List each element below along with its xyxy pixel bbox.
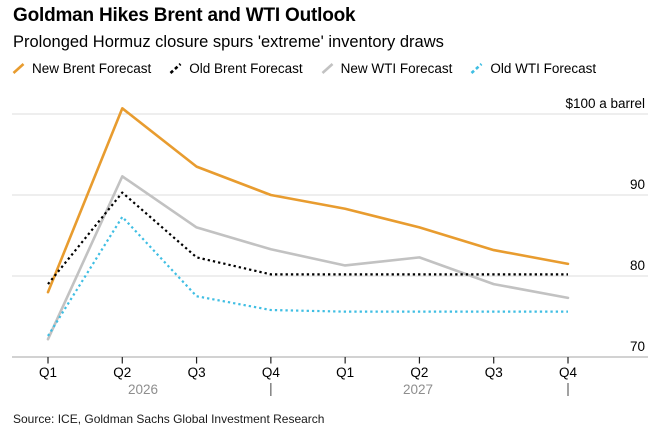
old-wti-forecast-swatch-icon xyxy=(470,63,483,74)
legend-item-label: Old WTI Forecast xyxy=(490,61,597,76)
legend-item-new-wti-forecast: New WTI Forecast xyxy=(320,61,453,76)
y-axis-label: 90 xyxy=(630,177,645,192)
x-axis-label: Q4 xyxy=(262,365,281,380)
y-axis-label: 80 xyxy=(630,258,645,273)
series-line-new-wti-forecast xyxy=(46,175,570,341)
y-axis-label: 70 xyxy=(630,339,645,354)
legend-item-label: New WTI Forecast xyxy=(340,61,453,76)
legend-item-old-wti-forecast: Old WTI Forecast xyxy=(469,61,596,76)
legend-item-old-brent-forecast: Old Brent Forecast xyxy=(168,61,303,76)
old-brent-forecast-swatch-icon xyxy=(169,63,182,74)
page-title: Goldman Hikes Brent and WTI Outlook xyxy=(13,5,356,26)
year-label: 2027 xyxy=(403,382,433,397)
forecast-chart: $100 a barrel 90 80 70 Q1 Q2 Q3 Q4 Q1 Q2 Q3 Q4 2026 2… xyxy=(12,96,648,397)
series-line-new-brent-forecast xyxy=(46,107,570,294)
x-axis-label: Q1 xyxy=(39,365,57,380)
year-label: 2026 xyxy=(128,382,158,397)
x-axis-label: Q4 xyxy=(559,365,578,380)
source-note: Source: ICE, Goldman Sachs Global Invest… xyxy=(13,412,325,426)
new-wti-forecast-swatch-icon xyxy=(321,63,333,74)
x-axis-label: Q3 xyxy=(485,365,503,380)
legend: New Brent Forecast Old Brent Forecast New … xyxy=(11,61,596,76)
series-line-old-wti-forecast xyxy=(47,215,568,337)
x-axis-label: Q1 xyxy=(336,365,354,380)
new-brent-forecast-swatch-icon xyxy=(12,63,25,74)
x-axis-label: Q2 xyxy=(410,365,428,380)
x-axis-label: Q2 xyxy=(113,365,131,380)
legend-item-label: Old Brent Forecast xyxy=(189,61,303,76)
legend-item-label: New Brent Forecast xyxy=(32,61,152,76)
unit-label: $100 a barrel xyxy=(565,96,645,111)
x-axis-label: Q3 xyxy=(188,365,206,380)
legend-item-new-brent-forecast: New Brent Forecast xyxy=(11,61,151,76)
chart-subtitle: Prolonged Hormuz closure spurs 'extreme'… xyxy=(13,33,444,51)
series-line-old-brent-forecast xyxy=(47,191,568,285)
